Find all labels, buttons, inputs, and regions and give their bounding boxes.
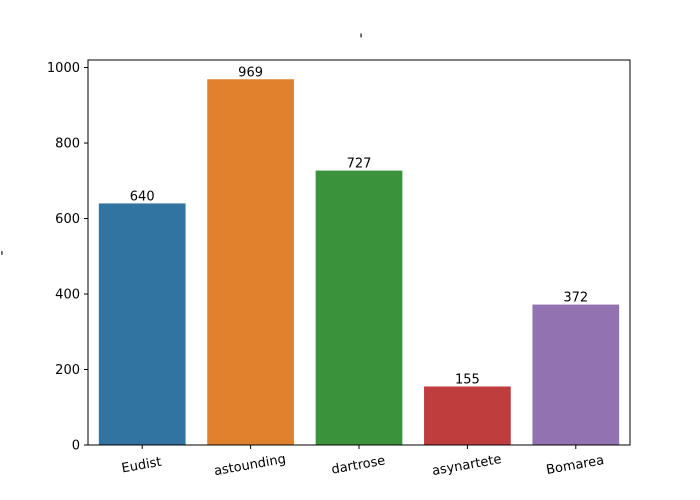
y-tick-label: 0	[72, 439, 80, 454]
y-tick-label: 200	[55, 363, 80, 378]
y-axis: 0 200 400 600 800 1000	[47, 61, 88, 454]
bar-dartrose	[315, 170, 403, 445]
bar-asynartete	[424, 386, 511, 445]
chart-title: '	[359, 32, 363, 48]
bar-value-label: 640	[130, 189, 155, 204]
x-tick-label: Eudist	[121, 455, 163, 477]
y-axis-label: -	[0, 250, 10, 255]
bars-group	[98, 79, 620, 445]
bar-bomarea	[532, 304, 620, 445]
bar-labels-group: 640 969 727 155 372	[130, 65, 588, 387]
bar-value-label: 372	[563, 291, 588, 306]
bar-value-label: 969	[238, 65, 263, 80]
y-tick-label: 1000	[47, 61, 80, 76]
y-tick-label: 800	[55, 137, 80, 152]
bar-value-label: 155	[455, 372, 480, 387]
bar-eudist	[98, 203, 186, 445]
y-tick-label: 400	[55, 288, 80, 303]
bar-value-label: 727	[347, 157, 372, 172]
bar-astounding	[207, 79, 294, 445]
plot-frame	[87, 59, 631, 446]
y-tick-label: 600	[55, 212, 80, 227]
